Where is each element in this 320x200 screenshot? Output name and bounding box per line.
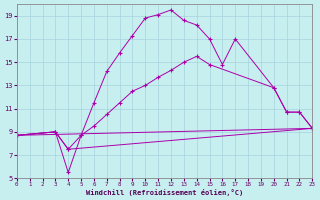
- X-axis label: Windchill (Refroidissement éolien,°C): Windchill (Refroidissement éolien,°C): [86, 189, 243, 196]
